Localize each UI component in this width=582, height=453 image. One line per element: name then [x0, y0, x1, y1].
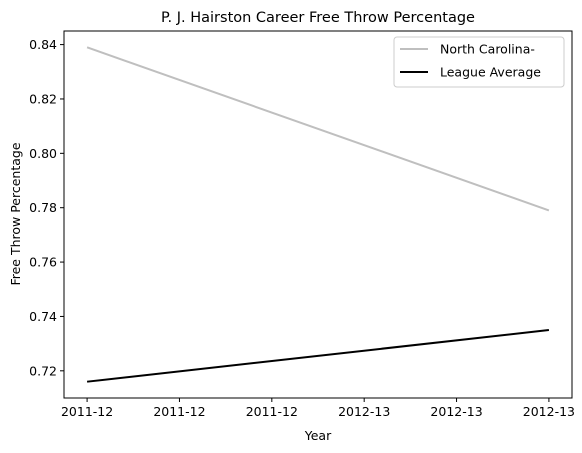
x-tick-label: 2011-12 [246, 404, 298, 419]
y-tick-label: 0.74 [29, 309, 57, 324]
chart-title: P. J. Hairston Career Free Throw Percent… [161, 10, 475, 26]
y-tick-label: 0.80 [29, 146, 57, 161]
x-tick-label: 2011-12 [153, 404, 205, 419]
y-tick-label: 0.78 [29, 200, 57, 215]
y-axis-ticks: 0.72 0.74 0.76 0.78 0.80 0.82 0.84 [29, 37, 64, 378]
x-tick-label: 2011-12 [61, 404, 113, 419]
plot-lines [86, 46, 550, 383]
series-line-league-average [86, 329, 550, 383]
y-axis-label: Free Throw Percentage [8, 142, 23, 285]
x-tick-label: 2012-13 [430, 404, 482, 419]
plot-frame [63, 30, 573, 399]
y-tick-label: 0.72 [29, 363, 57, 378]
x-tick-label: 2012-13 [523, 404, 575, 419]
y-tick-label: 0.84 [29, 37, 57, 52]
x-axis-label: Year [304, 428, 332, 443]
legend-label: North Carolina- [440, 42, 535, 57]
legend-label: League Average [440, 65, 541, 80]
legend-box [393, 36, 565, 88]
y-tick-label: 0.82 [29, 91, 57, 106]
legend: North Carolina- League Average [393, 36, 565, 88]
y-tick-label: 0.76 [29, 255, 57, 270]
x-axis-ticks: 2011-12 2011-12 2011-12 2012-13 2012-13 2012-… [61, 398, 575, 419]
series-line-north-carolina [86, 46, 550, 212]
x-tick-label: 2012-13 [338, 404, 390, 419]
